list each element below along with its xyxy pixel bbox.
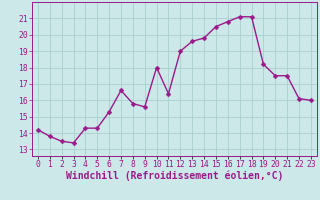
X-axis label: Windchill (Refroidissement éolien,°C): Windchill (Refroidissement éolien,°C): [66, 171, 283, 181]
